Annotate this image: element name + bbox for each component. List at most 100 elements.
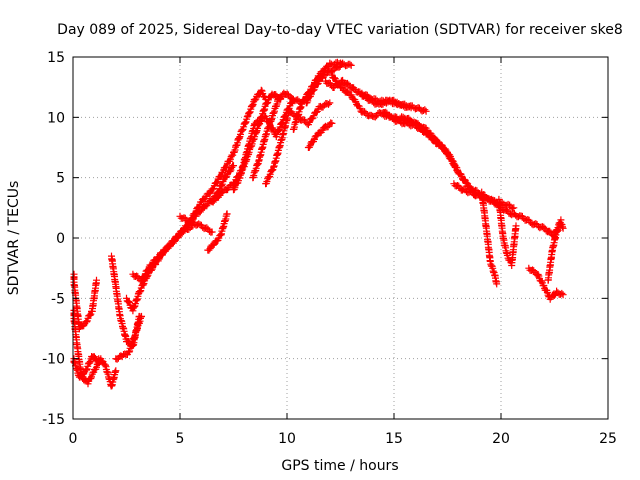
series-arc-d (95, 355, 120, 390)
data-point (347, 61, 355, 69)
data-point (393, 98, 401, 106)
data-points (70, 58, 567, 390)
data-point (328, 119, 336, 127)
data-point (546, 227, 554, 235)
data-point (346, 60, 354, 68)
data-point (422, 107, 430, 115)
chart-title: Day 089 of 2025, Sidereal Day-to-day VTE… (57, 22, 623, 38)
data-point (230, 162, 237, 170)
data-point (208, 228, 216, 236)
data-point (553, 227, 561, 235)
data-point (382, 112, 390, 120)
data-point (540, 223, 548, 231)
data-point (512, 222, 520, 230)
data-point (86, 311, 94, 319)
series-arc-n (249, 89, 297, 182)
grid (73, 57, 608, 419)
series-arc-h (129, 222, 197, 285)
series-arc-m (230, 96, 306, 194)
series-arc-i (176, 212, 216, 236)
x-tick-label: 25 (599, 431, 617, 447)
data-point (421, 106, 429, 114)
x-tick-label: 10 (278, 431, 296, 447)
data-point (169, 239, 177, 247)
data-point (326, 99, 334, 107)
data-point (277, 94, 285, 102)
data-point (90, 353, 98, 361)
data-point (559, 224, 567, 232)
data-point (510, 204, 518, 212)
data-point (196, 208, 204, 216)
data-point (222, 164, 230, 171)
data-point (86, 359, 94, 367)
data-point (205, 246, 213, 254)
data-point (305, 143, 313, 151)
x-tick-label: 20 (492, 431, 510, 447)
data-point (437, 141, 445, 149)
series-arc-r (304, 119, 336, 151)
series-arc-y (478, 188, 501, 288)
data-point (144, 266, 152, 274)
data-point (401, 100, 409, 108)
series-arc-z (495, 195, 520, 269)
data-point (112, 367, 120, 375)
data-point (222, 173, 230, 181)
data-point (213, 179, 221, 187)
data-point (87, 375, 95, 382)
data-point (559, 291, 567, 299)
data-point (318, 74, 326, 82)
data-point (125, 298, 133, 305)
data-point (344, 79, 351, 87)
x-tick-label: 5 (176, 431, 185, 447)
data-point (493, 280, 501, 288)
series-arc-u (358, 89, 430, 115)
data-point (385, 111, 393, 119)
data-point (226, 168, 234, 175)
y-tick-label: 10 (47, 110, 65, 126)
data-point (408, 102, 416, 110)
data-point (288, 95, 296, 102)
y-tick-label: 0 (56, 231, 65, 247)
data-point (361, 108, 369, 116)
data-point (83, 318, 91, 326)
data-point (217, 173, 224, 181)
data-point (223, 210, 231, 218)
data-point (344, 88, 352, 96)
y-tick-label: 5 (56, 171, 65, 187)
y-tick-label: -15 (42, 412, 65, 428)
data-point (209, 198, 217, 206)
data-point (164, 244, 172, 252)
series-arc-w (390, 116, 479, 200)
data-point (93, 276, 100, 284)
data-point (558, 289, 566, 297)
data-point (491, 197, 499, 205)
data-point (218, 182, 226, 189)
y-axis-label: SDTVAR / TECUs (6, 181, 22, 296)
series-arc-k (187, 86, 270, 224)
series-arc-q (302, 59, 355, 107)
data-point (270, 163, 277, 171)
data-point (251, 96, 259, 104)
data-point (405, 103, 413, 111)
y-tick-label: 15 (47, 50, 65, 66)
x-tick-label: 15 (385, 431, 403, 447)
data-point (325, 100, 332, 108)
data-point (446, 151, 454, 159)
data-point (159, 249, 167, 257)
data-point (289, 95, 297, 103)
data-point (178, 229, 186, 237)
data-point (203, 224, 211, 232)
x-axis-label: GPS time / hours (281, 458, 398, 474)
data-point (331, 74, 338, 82)
series-arc-j (204, 210, 231, 254)
series-arc-aa (525, 264, 567, 303)
data-point (441, 145, 449, 153)
data-point (438, 141, 446, 149)
data-point (209, 185, 217, 193)
data-point (257, 86, 265, 94)
data-point (416, 124, 424, 132)
series-arc-f (112, 312, 145, 363)
data-point (263, 99, 271, 107)
